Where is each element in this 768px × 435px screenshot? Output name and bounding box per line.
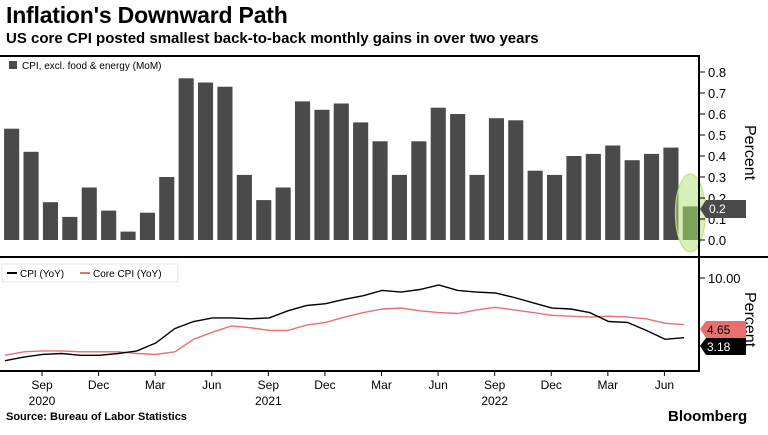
bar (430, 107, 446, 240)
bar (159, 177, 175, 240)
line-ytick-label: 10.00 (708, 271, 741, 286)
x-tick-label: Sep (258, 378, 280, 392)
line-panel-x-axis (0, 370, 700, 372)
bar (488, 118, 504, 240)
bar (4, 128, 20, 240)
panel-divider (0, 256, 768, 258)
core-end-tag: 4.65 (700, 321, 746, 338)
cpi-end-value: 3.18 (707, 340, 731, 354)
bar (333, 103, 349, 240)
bar (42, 202, 58, 240)
bar (605, 145, 621, 240)
bar-legend-swatch (9, 61, 17, 69)
bar (217, 86, 233, 240)
line-panel: 10.00 CPI (YoY) Core CPI (YoY) Percent 4… (0, 258, 758, 408)
cpi-end-tag: 3.18 (700, 338, 746, 355)
chart-subtitle: US core CPI posted smallest back-to-back… (6, 30, 539, 47)
bar-last-value-tag: 0.2 (700, 200, 746, 218)
bar (391, 174, 407, 240)
bar-panel: 0.80.70.60.50.40.30.20.10.0 CPI, excl. f… (0, 55, 758, 256)
bar (120, 231, 136, 240)
x-tick-label: Dec (88, 378, 109, 392)
bar (469, 174, 485, 240)
bar (256, 200, 272, 240)
bar-ytick-label: 0.0 (708, 233, 726, 248)
core-legend-label: Core CPI (YoY) (93, 269, 162, 280)
bar (62, 216, 78, 240)
bar-ytick-label: 0.8 (708, 65, 726, 80)
bar (372, 141, 388, 240)
bar (236, 174, 252, 240)
bar-ytick-label: 0.3 (708, 170, 726, 185)
x-tick-label: Dec (314, 378, 335, 392)
bar-panel-axis (698, 55, 700, 256)
x-year-label: 2022 (481, 394, 508, 408)
x-tick-label: Sep (31, 378, 53, 392)
core-end-value: 4.65 (707, 323, 731, 337)
line-panel-axis (698, 258, 700, 372)
bar (450, 114, 466, 240)
line-legend: CPI (YoY) Core CPI (YoY) (1, 263, 179, 283)
bar-y-axis-label: Percent (741, 125, 758, 181)
bar-legend-label: CPI, excl. food & energy (MoM) (22, 61, 162, 72)
core-cpi-line (4, 306, 685, 356)
cpi-legend-label: CPI (YoY) (20, 269, 64, 280)
bar (663, 147, 679, 240)
bar-ytick-label: 0.4 (708, 149, 726, 164)
x-tick-label: Mar (597, 378, 618, 392)
bar-y-axis-ticks: 0.80.70.60.50.40.30.20.10.0 (700, 65, 726, 248)
bar (566, 156, 582, 240)
bar (295, 101, 311, 241)
bar (527, 170, 543, 240)
bar-series (4, 78, 698, 241)
x-tick-label: Dec (541, 378, 562, 392)
bar-panel-top-border (0, 55, 700, 57)
x-tick-label: Jun (202, 378, 221, 392)
x-tick-label: Sep (484, 378, 506, 392)
bar-last-value: 0.2 (709, 202, 726, 216)
bar (178, 78, 194, 240)
bar (101, 210, 117, 240)
bar-ytick-label: 0.6 (708, 107, 726, 122)
bar (198, 82, 214, 240)
bar (81, 187, 97, 240)
bar (411, 141, 427, 240)
bar (508, 120, 524, 240)
chart-title: Inflation's Downward Path (6, 2, 288, 28)
bar (23, 151, 39, 240)
bar (314, 109, 330, 240)
bar (547, 174, 563, 240)
x-tick-label: Mar (371, 378, 392, 392)
cpi-line (4, 284, 685, 362)
x-tick-label: Jun (655, 378, 674, 392)
bar (585, 153, 601, 240)
bloomberg-logo: Bloomberg (668, 408, 748, 425)
x-axis-ticks: Sep 2020 Dec Mar Jun Sep 2021 Dec Mar Jun Sep 2022 D… (29, 371, 674, 408)
bar-legend: CPI, excl. food & energy (MoM) (2, 57, 162, 74)
bar (275, 187, 291, 240)
x-year-label: 2020 (29, 394, 56, 408)
bar (624, 160, 640, 240)
source-note: Source: Bureau of Labor Statistics (6, 411, 187, 423)
x-tick-label: Mar (145, 378, 166, 392)
bar (644, 153, 660, 240)
bar-ytick-label: 0.7 (708, 86, 726, 101)
bar-ytick-label: 0.5 (708, 128, 726, 143)
bar (353, 122, 369, 240)
x-tick-label: Jun (428, 378, 447, 392)
x-year-label: 2021 (255, 394, 282, 408)
bar (139, 212, 155, 240)
